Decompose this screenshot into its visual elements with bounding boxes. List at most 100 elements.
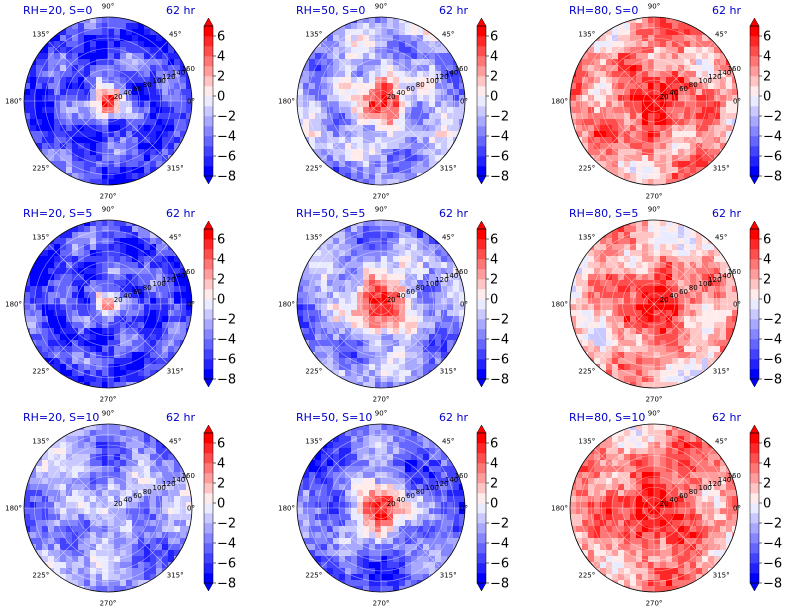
field-cell <box>315 89 322 96</box>
field-cell <box>393 17 400 24</box>
field-cell <box>333 244 340 251</box>
field-cell <box>435 143 442 150</box>
field-cell <box>630 352 637 359</box>
field-cell <box>411 328 418 335</box>
field-cell <box>48 83 55 90</box>
field-cell <box>381 328 388 335</box>
field-cell <box>108 244 115 251</box>
field-cell <box>144 382 151 388</box>
field-cell <box>369 83 376 90</box>
field-cell <box>660 119 667 126</box>
field-cell <box>156 478 163 485</box>
field-cell <box>114 508 121 515</box>
field-cell <box>726 310 733 317</box>
field-cell <box>108 448 115 455</box>
field-cell <box>636 167 643 174</box>
field-cell <box>570 77 577 84</box>
field-cell <box>345 250 352 257</box>
field-cell <box>150 496 157 503</box>
field-cell <box>375 47 382 54</box>
field-cell <box>78 161 85 168</box>
field-cell <box>351 322 358 329</box>
field-cell <box>660 256 667 263</box>
field-cell <box>120 436 127 443</box>
field-cell <box>369 316 376 323</box>
field-cell <box>132 286 139 293</box>
field-cell <box>417 280 424 287</box>
field-cell <box>375 334 382 341</box>
field-cell <box>696 262 703 269</box>
colorbar-level <box>477 239 486 250</box>
field-cell <box>726 77 733 84</box>
field-cell <box>624 238 631 245</box>
field-cell <box>411 244 418 251</box>
field-cell <box>168 496 175 503</box>
field-cell <box>582 89 589 96</box>
field-cell <box>72 358 79 365</box>
field-cell <box>102 370 109 377</box>
field-cell <box>624 364 631 371</box>
field-cell <box>576 316 583 323</box>
field-cell <box>42 41 49 48</box>
field-cell <box>36 334 43 341</box>
field-cell <box>126 35 133 42</box>
field-cell <box>453 107 460 114</box>
field-cell <box>66 358 73 365</box>
field-cell <box>180 526 187 533</box>
field-cell <box>666 262 673 269</box>
field-cell <box>375 107 382 114</box>
field-cell <box>144 95 151 102</box>
field-cell <box>30 95 37 102</box>
field-cell <box>630 143 637 150</box>
field-cell <box>405 107 412 114</box>
field-cell <box>102 454 109 461</box>
field-cell <box>708 256 715 263</box>
field-cell <box>42 65 49 72</box>
field-cell <box>441 107 448 114</box>
field-cell <box>345 316 352 323</box>
field-cell <box>102 424 109 431</box>
field-cell <box>72 143 79 150</box>
field-cell <box>321 286 328 293</box>
field-cell <box>708 59 715 66</box>
field-cell <box>357 376 364 383</box>
field-cell <box>309 316 316 323</box>
field-cell <box>66 460 73 467</box>
field-cell <box>60 286 67 293</box>
field-cell <box>345 292 352 299</box>
field-cell <box>351 131 358 138</box>
field-cell <box>327 95 334 102</box>
field-cell <box>303 274 310 281</box>
field-cell <box>90 328 97 335</box>
field-cell <box>594 89 601 96</box>
field-cell <box>369 304 376 311</box>
field-cell <box>447 83 454 90</box>
field-cell <box>108 520 115 527</box>
field-cell <box>120 256 127 263</box>
field-cell <box>168 514 175 521</box>
field-cell <box>66 496 73 503</box>
field-cell <box>684 101 691 108</box>
field-cell <box>138 466 145 473</box>
field-cell <box>594 71 601 78</box>
field-cell <box>411 232 418 239</box>
field-cell <box>660 137 667 144</box>
field-cell <box>393 310 400 317</box>
field-cell <box>714 292 721 299</box>
field-cell <box>54 328 61 335</box>
field-cell <box>72 89 79 96</box>
field-cell <box>636 304 643 311</box>
field-cell <box>630 83 637 90</box>
field-cell <box>138 101 145 108</box>
field-cell <box>630 167 637 174</box>
field-cell <box>387 119 394 126</box>
radial-label: 140 <box>445 272 458 280</box>
field-cell <box>54 53 61 60</box>
field-cell <box>435 310 442 317</box>
field-cell <box>369 376 376 383</box>
field-cell <box>303 83 310 90</box>
field-cell <box>339 143 346 150</box>
field-cell <box>654 334 661 341</box>
field-cell <box>678 310 685 317</box>
field-cell <box>429 83 436 90</box>
